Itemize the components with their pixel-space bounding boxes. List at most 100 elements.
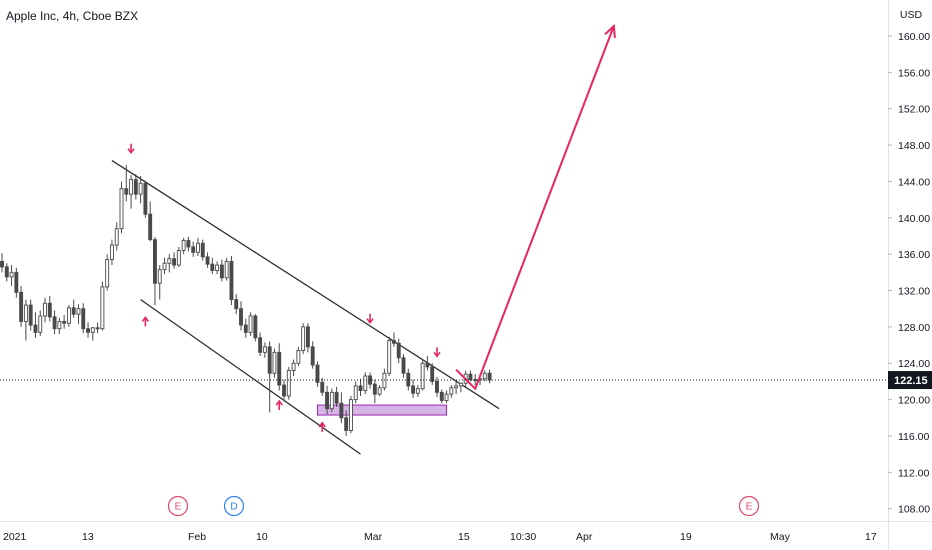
candle	[487, 369, 492, 384]
candle	[387, 336, 392, 376]
time-tick-label: 19	[680, 531, 692, 543]
candle	[71, 299, 76, 318]
candle	[43, 297, 47, 323]
candle	[449, 385, 454, 398]
candle	[363, 372, 368, 395]
price-axis[interactable]: USD 160.00 156.00 152.00 148.00 144.00 140.00 1…	[888, 9, 932, 516]
candle	[143, 180, 148, 218]
candle	[62, 315, 67, 329]
candle-body-up	[176, 250, 181, 266]
candle-body-up	[38, 315, 43, 333]
candle	[272, 348, 277, 378]
currency-label: USD	[900, 9, 923, 21]
time-tick-label: 13	[82, 531, 94, 543]
candle	[444, 390, 449, 404]
candle	[200, 239, 205, 261]
candle-body-up	[329, 391, 334, 410]
down-arrow-icon	[366, 313, 374, 325]
candle-body-up	[105, 259, 110, 288]
candle	[411, 379, 416, 398]
time-tick-label: 10:30	[510, 531, 536, 543]
time-axis[interactable]: 2021 13 Feb 10 Mar 15 10:30 Apr 19 May 17	[3, 531, 877, 543]
candle-body-down	[334, 391, 339, 404]
candle-body-down	[282, 384, 286, 397]
candle	[239, 301, 243, 331]
candle-body-down	[19, 291, 24, 322]
time-tick-label: 15	[458, 531, 470, 543]
candle-body-up	[286, 370, 291, 397]
time-tick-label: Feb	[188, 531, 206, 543]
candle	[468, 370, 473, 382]
trendline-lower	[140, 299, 361, 455]
candle	[19, 285, 24, 327]
candle-body-down	[191, 246, 196, 253]
price-tick-label: 116.00	[898, 431, 929, 443]
event-label: E	[746, 502, 753, 513]
candle-body-down	[267, 346, 272, 374]
candle-body-up	[215, 264, 220, 271]
candle-body-down	[439, 391, 444, 401]
candle-body-up	[109, 244, 114, 261]
event-label: D	[230, 502, 237, 513]
candle-body-down	[358, 385, 363, 391]
candle	[454, 381, 459, 395]
candle	[253, 314, 258, 342]
candle	[176, 246, 181, 267]
time-tick-label: 17	[865, 531, 877, 543]
candle-body-down	[14, 271, 19, 293]
projection-arrow	[455, 23, 616, 391]
candle-body-down	[219, 264, 224, 279]
candle	[344, 410, 349, 436]
candle	[210, 257, 215, 275]
event-badge-icon: D	[223, 495, 245, 517]
price-tick-label: 128.00	[898, 322, 930, 334]
candle	[33, 312, 38, 338]
candle	[334, 386, 339, 407]
candle-body-down	[153, 239, 157, 284]
candle-body-down	[320, 381, 325, 393]
candle-body-up	[138, 182, 143, 195]
candle	[215, 261, 220, 275]
candle-body-up	[377, 387, 382, 395]
candle-body-up	[363, 375, 368, 391]
candle	[420, 359, 425, 391]
candle-body-up	[415, 388, 420, 394]
candle	[76, 304, 81, 325]
candle-body-down	[305, 326, 310, 348]
candle-body-up	[348, 399, 353, 431]
candle-body-up	[129, 179, 134, 195]
candle-body-down	[210, 263, 215, 271]
candle-body-up	[444, 393, 449, 401]
candle-body-down	[71, 307, 76, 315]
candle	[133, 174, 138, 200]
candle-body-down	[200, 242, 205, 258]
candle	[205, 252, 210, 268]
candle-body-up	[196, 242, 200, 253]
candle-body-down	[81, 308, 86, 330]
candle	[95, 322, 100, 334]
candle-body-up	[272, 351, 277, 374]
candle	[148, 201, 153, 242]
candle	[28, 299, 33, 331]
candle-body-down	[396, 342, 401, 359]
price-tick-label: 148.00	[898, 140, 930, 152]
support-zone-rect	[316, 404, 448, 416]
candle	[100, 281, 105, 331]
trendlines	[111, 159, 500, 455]
candle-body-down	[368, 375, 373, 385]
candle-body-down	[372, 383, 377, 395]
time-tick-label: 10	[256, 531, 268, 543]
candle-body-up	[262, 346, 267, 353]
candle	[339, 392, 344, 424]
candle-body-down	[339, 402, 344, 419]
candle	[129, 175, 134, 209]
candle-body-up	[482, 372, 487, 380]
candle	[186, 236, 191, 252]
candle	[105, 254, 110, 291]
candle	[401, 354, 406, 378]
candle-body-up	[90, 327, 95, 333]
candle-body-up	[9, 271, 14, 278]
candle	[52, 310, 57, 335]
event-badge-icon: E	[167, 495, 189, 517]
